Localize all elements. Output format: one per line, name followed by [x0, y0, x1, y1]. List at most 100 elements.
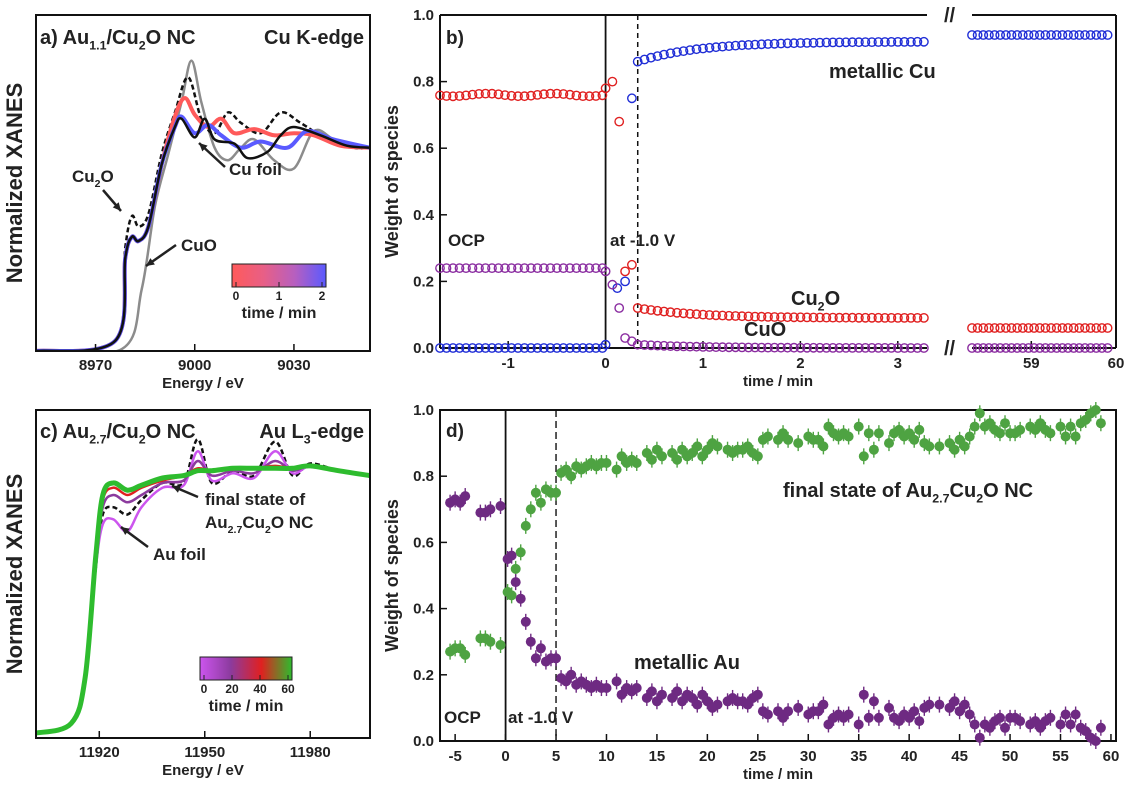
colorbar-tick-label: 0 — [201, 682, 208, 696]
data-point — [854, 312, 864, 323]
data-point — [750, 311, 760, 322]
data-point — [818, 699, 829, 710]
data-point — [717, 342, 728, 353]
data-point — [1091, 30, 1102, 40]
data-point — [795, 312, 806, 323]
data-point — [828, 37, 838, 48]
x-tick-label: 40 — [901, 748, 918, 765]
data-point — [672, 307, 682, 318]
data-point — [730, 342, 741, 353]
series-label: OCP — [448, 231, 485, 250]
y-tick-label: 0.6 — [413, 534, 434, 551]
data-point — [646, 686, 657, 697]
data-point — [1046, 323, 1057, 333]
data-point — [756, 342, 767, 353]
data-point — [818, 441, 829, 452]
data-point — [520, 616, 531, 627]
data-point — [1034, 30, 1045, 40]
x-tick-label: 10 — [598, 748, 615, 765]
panel-b-weight-cu-species: // // 0.0 0.2 0.4 0.6 0.8 1.0 Weight of species -… — [382, 5, 1124, 390]
data-point — [578, 263, 588, 273]
data-point — [912, 312, 923, 323]
y-tick-label: 0.4 — [413, 207, 435, 224]
data-point — [873, 37, 884, 47]
data-point — [441, 91, 452, 101]
data-point — [989, 30, 1000, 40]
panel-c-xanes-au: 11920 11950 11980 Energy / eV Normalized XAN… — [2, 409, 371, 779]
panel-title: c) Au2.7/Cu2O NC — [40, 421, 196, 447]
x-tick-label: 0 — [501, 748, 509, 765]
data-point — [802, 38, 812, 48]
series-label: metallic Cu — [829, 61, 936, 83]
plot-frame — [35, 14, 371, 352]
data-point — [867, 37, 877, 47]
data-point — [493, 263, 504, 273]
data-point — [1015, 716, 1026, 727]
data-point — [1001, 343, 1011, 353]
data-point — [566, 471, 577, 482]
data-point — [467, 89, 478, 100]
data-point — [571, 90, 582, 101]
data-point — [620, 276, 630, 287]
data-point — [914, 424, 925, 435]
data-point — [460, 491, 471, 502]
data-point — [1055, 421, 1066, 432]
data-point — [912, 343, 923, 353]
data-point — [487, 88, 497, 99]
data-point — [672, 47, 682, 57]
x-axis-label: Energy / eV — [162, 375, 244, 392]
data-point — [964, 431, 975, 442]
data-point — [984, 323, 994, 333]
annotation-cu2o: Cu2O — [72, 167, 114, 190]
data-point — [802, 312, 812, 323]
data-point — [802, 342, 812, 353]
data-point — [808, 312, 819, 323]
series-label: Cu2O — [791, 288, 840, 314]
data-point — [1045, 428, 1056, 439]
data-point — [597, 263, 608, 273]
data-point — [607, 279, 618, 290]
data-point — [614, 116, 625, 127]
data-point — [776, 342, 786, 353]
data-point — [631, 458, 642, 468]
data-point — [607, 76, 618, 87]
data-point — [789, 312, 799, 323]
x-tick-label: 2 — [796, 355, 804, 372]
data-point — [506, 343, 517, 353]
edge-label: Cu K-edge — [264, 27, 364, 49]
data-point — [769, 342, 780, 353]
data-point — [1070, 431, 1081, 442]
data-point — [685, 308, 695, 319]
data-point — [678, 46, 689, 56]
data-point — [565, 263, 575, 273]
data-point — [441, 263, 452, 273]
data-point — [967, 30, 977, 40]
data-point — [591, 91, 601, 101]
data-point — [1012, 343, 1023, 353]
y-tick-label: 0.8 — [413, 74, 434, 91]
data-point — [1015, 424, 1026, 435]
data-point — [964, 709, 975, 720]
data-point — [627, 93, 637, 104]
data-point — [631, 683, 642, 693]
data-point — [1074, 343, 1085, 353]
y-axis-label: Weight of species — [382, 499, 402, 652]
data-point — [795, 38, 806, 48]
data-point — [737, 342, 747, 353]
data-point — [460, 649, 471, 660]
data-point — [611, 676, 622, 687]
data-point — [906, 343, 916, 353]
data-point — [1063, 30, 1073, 40]
data-point — [880, 342, 890, 353]
y-axis-label: Normalized XANES — [2, 83, 27, 284]
colorbar-label: time / min — [242, 305, 317, 322]
y-tick-label: 1.0 — [413, 402, 434, 419]
colorbar-tick-label: 1 — [276, 289, 283, 303]
x-tick-label: -1 — [502, 355, 515, 372]
data-point — [860, 342, 871, 353]
x-tick-label: 20 — [699, 748, 716, 765]
series-label: at -1.0 V — [610, 231, 676, 250]
data-point — [884, 438, 894, 449]
data-point — [1029, 343, 1040, 353]
series-label: metallic Au — [634, 652, 740, 674]
